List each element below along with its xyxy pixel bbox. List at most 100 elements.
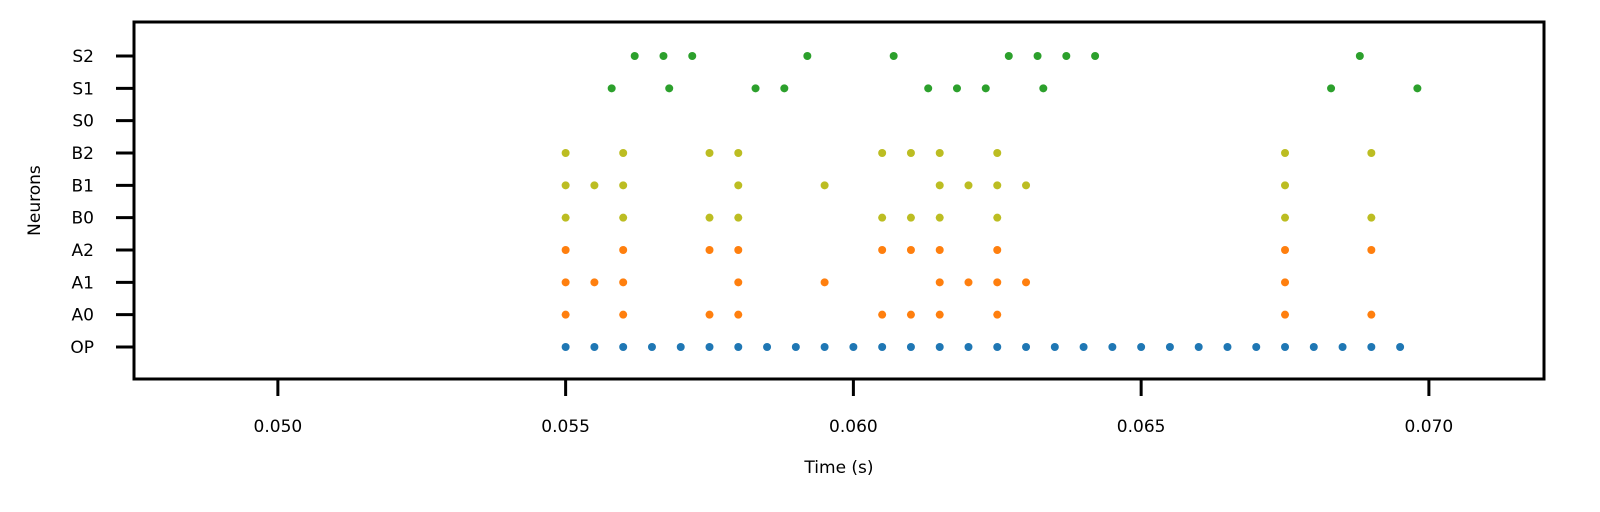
spike-s1-0: [607, 84, 616, 93]
spike-b2-6: [935, 149, 944, 157]
y-tick-label-op: OP: [70, 338, 94, 358]
spike-points: [561, 52, 1422, 351]
y-tick-labels: OP A0 A1 A2 B0 B1 B2 S0 S1 S2: [70, 47, 94, 358]
spike-a2-6: [935, 246, 944, 254]
spike-a1-3: [734, 278, 743, 287]
spike-op-25: [1281, 343, 1290, 351]
spike-op-12: [906, 343, 915, 351]
spike-b0-5: [906, 213, 915, 222]
spike-b1-9: [1281, 181, 1290, 190]
spike-b0-2: [705, 213, 714, 222]
spike-b0-1: [619, 213, 628, 222]
spike-s2-1: [659, 52, 668, 60]
spike-op-28: [1367, 343, 1376, 351]
spike-s1-8: [1327, 84, 1336, 93]
spike-b0-3: [734, 213, 743, 222]
spike-b0-8: [1281, 213, 1290, 222]
spike-b0-9: [1367, 213, 1376, 222]
spike-b1-1: [590, 181, 599, 190]
spike-a2-5: [906, 246, 915, 254]
spike-s2-7: [1062, 52, 1071, 60]
spike-a2-3: [734, 246, 743, 254]
spike-a2-4: [878, 246, 887, 254]
spike-op-29: [1396, 343, 1405, 351]
spike-op-26: [1309, 343, 1318, 351]
spike-op-1: [590, 343, 599, 351]
spike-s1-1: [665, 84, 674, 93]
spike-s2-0: [630, 52, 639, 60]
spike-a0-4: [878, 310, 887, 319]
x-tick-label-2: 0.060: [829, 417, 878, 437]
spike-op-2: [619, 343, 628, 351]
spike-op-18: [1079, 343, 1088, 351]
spike-op-23: [1223, 343, 1232, 351]
spike-a1-8: [1022, 278, 1031, 287]
spike-b2-2: [705, 149, 714, 157]
spike-a2-0: [561, 246, 570, 254]
spike-s2-2: [688, 52, 697, 60]
spike-s2-6: [1033, 52, 1042, 60]
spike-a0-9: [1367, 310, 1376, 319]
spike-op-20: [1137, 343, 1146, 351]
y-tick-label-b2: B2: [72, 144, 94, 164]
spike-a2-7: [993, 246, 1002, 254]
spike-op-8: [791, 343, 800, 351]
spike-s2-4: [889, 52, 898, 60]
spike-a0-6: [935, 310, 944, 319]
spike-op-7: [763, 343, 772, 351]
spike-b2-1: [619, 149, 628, 157]
y-tick-label-b0: B0: [72, 209, 94, 229]
spike-b2-8: [1281, 149, 1290, 157]
spike-op-0: [561, 343, 570, 351]
spike-a2-8: [1281, 246, 1290, 254]
y-tick-label-b1: B1: [72, 176, 94, 196]
spike-s1-9: [1413, 84, 1422, 93]
spike-s2-8: [1091, 52, 1100, 60]
spike-b2-3: [734, 149, 743, 157]
spike-a0-5: [906, 310, 915, 319]
plot-frame: [132, 20, 1546, 381]
spike-b1-5: [935, 181, 944, 190]
spike-a0-8: [1281, 310, 1290, 319]
spike-b1-7: [993, 181, 1002, 190]
y-tick-label-a0: A0: [72, 306, 94, 326]
spike-b1-3: [734, 181, 743, 190]
y-tick-label-s2: S2: [72, 47, 94, 67]
spike-b0-6: [935, 213, 944, 222]
x-tick-labels: 0.050 0.055 0.060 0.065 0.070: [254, 417, 1454, 437]
spike-op-19: [1108, 343, 1117, 351]
spike-a1-7: [993, 278, 1002, 287]
x-tick-marks: [276, 379, 1431, 396]
spike-op-11: [878, 343, 887, 351]
spike-s1-7: [1039, 84, 1048, 93]
spike-a1-0: [561, 278, 570, 287]
spike-b0-7: [993, 213, 1002, 222]
x-tick-label-4: 0.070: [1405, 417, 1454, 437]
spike-a2-1: [619, 246, 628, 254]
spike-a1-4: [820, 278, 829, 287]
spike-op-24: [1252, 343, 1261, 351]
spike-op-16: [1022, 343, 1031, 351]
spike-op-5: [705, 343, 714, 351]
spike-a0-2: [705, 310, 714, 319]
spike-s1-6: [981, 84, 990, 93]
spike-a2-9: [1367, 246, 1376, 254]
spike-a1-2: [619, 278, 628, 287]
spike-op-15: [993, 343, 1002, 351]
spike-b0-0: [561, 213, 570, 222]
spike-b2-9: [1367, 149, 1376, 157]
spike-op-4: [676, 343, 685, 351]
spike-op-22: [1194, 343, 1203, 351]
y-tick-marks: [116, 54, 134, 349]
spike-a0-0: [561, 310, 570, 319]
spike-s2-3: [803, 52, 812, 60]
spike-b1-2: [619, 181, 628, 190]
spike-a0-7: [993, 310, 1002, 319]
spike-op-3: [647, 343, 656, 351]
spike-s2-9: [1355, 52, 1364, 60]
spike-s1-5: [952, 84, 961, 93]
x-tick-label-3: 0.065: [1117, 417, 1166, 437]
spike-a0-3: [734, 310, 743, 319]
spike-op-17: [1050, 343, 1059, 351]
spike-b1-0: [561, 181, 570, 190]
